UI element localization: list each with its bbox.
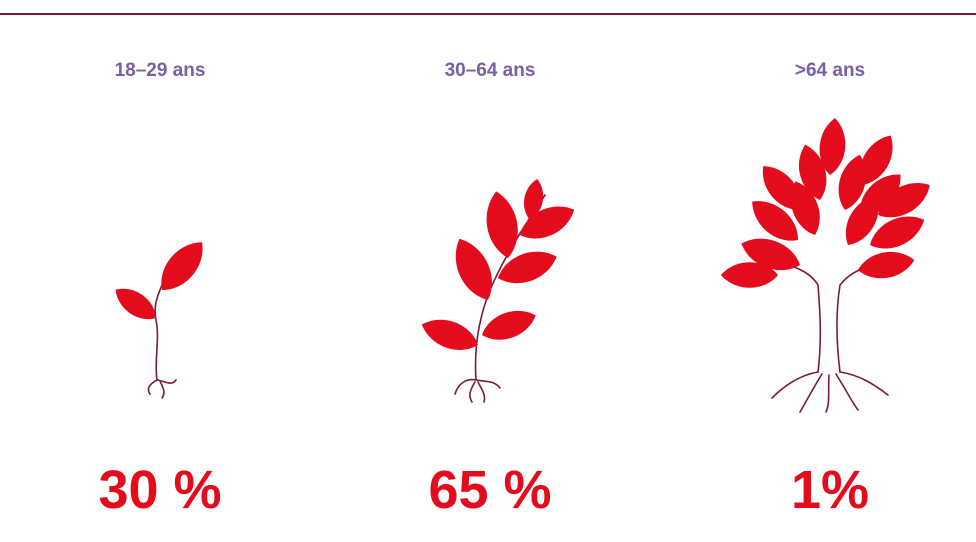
- leaf: [481, 188, 523, 261]
- stem: [154, 284, 163, 381]
- roots: [771, 371, 889, 413]
- percentage: 30 %: [98, 460, 221, 520]
- leaf: [477, 303, 541, 348]
- leaf: [109, 280, 163, 328]
- roots: [454, 378, 501, 403]
- age-label: >64 ans: [795, 60, 865, 81]
- leaf: [855, 247, 917, 283]
- sprout-icon: [109, 233, 213, 399]
- tree-icon: [720, 116, 937, 413]
- percentage: 1%: [791, 460, 869, 520]
- percentage: 65 %: [428, 460, 551, 520]
- age-label: 18–29 ans: [115, 60, 206, 81]
- roots: [147, 379, 177, 399]
- age-label: 30–64 ans: [445, 60, 536, 81]
- trunk: [769, 261, 891, 373]
- plant-icon: [417, 177, 580, 403]
- leaf: [417, 311, 483, 358]
